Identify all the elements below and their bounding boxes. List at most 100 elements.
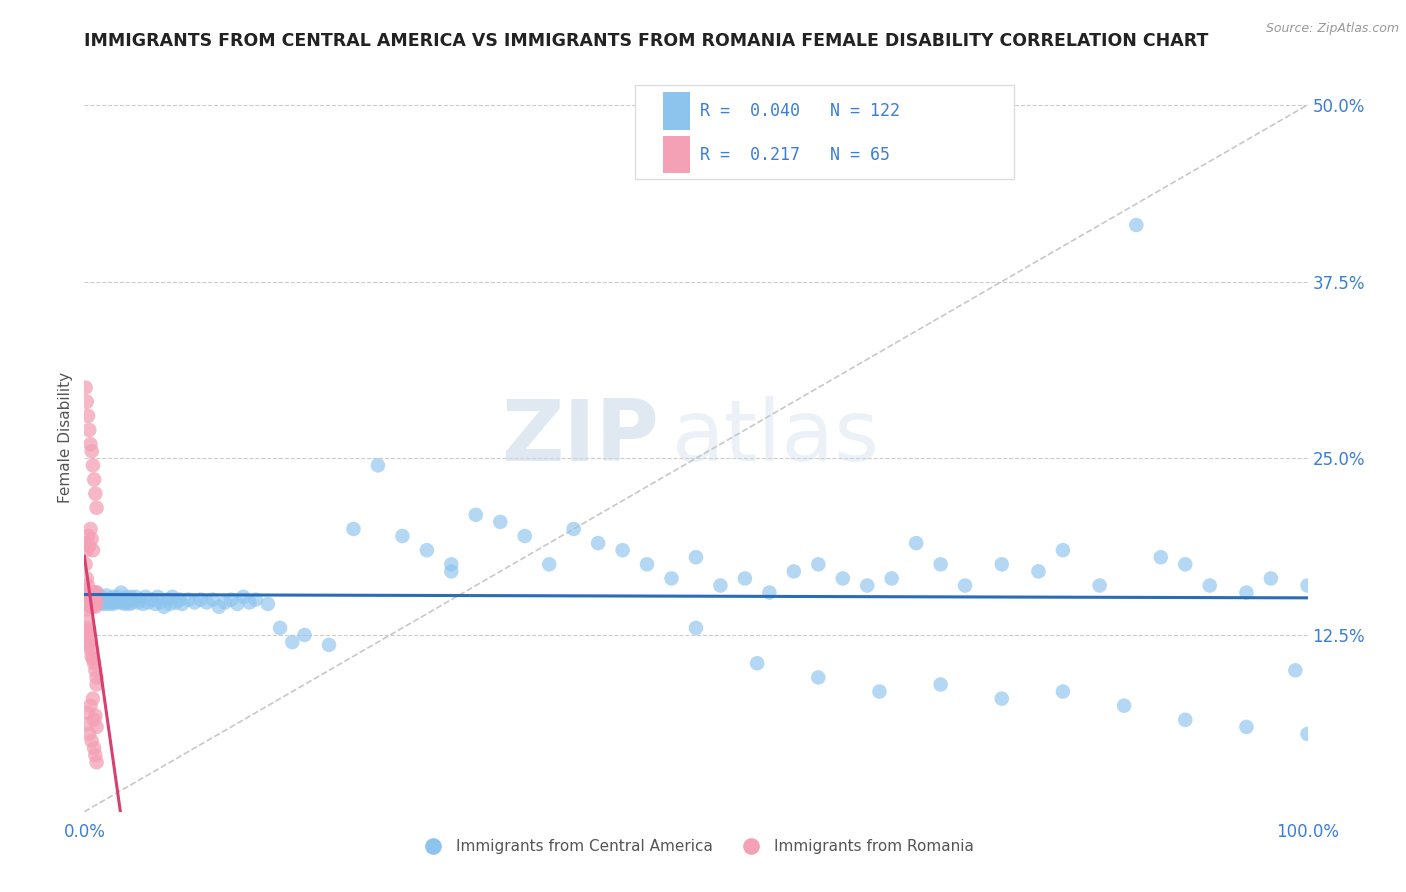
Point — [758, 585, 780, 599]
Point — [245, 592, 267, 607]
Point — [76, 621, 98, 635]
Point — [1198, 578, 1220, 592]
Point — [108, 592, 131, 607]
Point — [86, 670, 108, 684]
Point — [929, 558, 952, 572]
Point — [87, 594, 110, 608]
Point — [75, 558, 97, 572]
Point — [440, 565, 463, 579]
Point — [77, 628, 100, 642]
Point — [83, 741, 105, 756]
Point — [86, 585, 108, 599]
Point — [93, 592, 115, 607]
Point — [84, 664, 107, 678]
Point — [201, 592, 224, 607]
Point — [83, 590, 105, 604]
Point — [112, 592, 135, 607]
Point — [1284, 664, 1306, 678]
Point — [80, 592, 103, 607]
Point — [97, 592, 120, 607]
Point — [1236, 585, 1258, 599]
Point — [84, 599, 107, 614]
Point — [132, 597, 155, 611]
Point — [86, 677, 108, 691]
Point — [135, 590, 157, 604]
Point — [831, 571, 853, 585]
Point — [76, 394, 98, 409]
Point — [177, 592, 200, 607]
Point — [121, 595, 143, 609]
Point — [76, 592, 98, 607]
Text: R =  0.217   N = 65: R = 0.217 N = 65 — [700, 145, 890, 163]
Point — [169, 592, 191, 607]
Point — [94, 595, 117, 609]
Y-axis label: Female Disability: Female Disability — [58, 371, 73, 503]
Point — [232, 590, 254, 604]
Point — [159, 597, 181, 611]
Point — [77, 585, 100, 599]
Point — [318, 638, 340, 652]
Point — [685, 550, 707, 565]
Point — [905, 536, 928, 550]
Point — [1125, 218, 1147, 232]
Point — [156, 592, 179, 607]
Point — [103, 590, 125, 604]
Point — [105, 590, 128, 604]
Point — [79, 597, 101, 611]
Text: ZIP: ZIP — [502, 395, 659, 479]
FancyBboxPatch shape — [664, 93, 690, 130]
Point — [77, 706, 100, 720]
Point — [100, 592, 122, 607]
Point — [77, 409, 100, 423]
Point — [84, 590, 107, 604]
Point — [115, 590, 138, 604]
Point — [80, 444, 103, 458]
Point — [269, 621, 291, 635]
Point — [127, 595, 149, 609]
Point — [1260, 571, 1282, 585]
Point — [90, 590, 112, 604]
Point — [83, 713, 105, 727]
Point — [115, 595, 138, 609]
Point — [107, 595, 129, 609]
Point — [80, 734, 103, 748]
Point — [77, 589, 100, 603]
Point — [75, 585, 97, 599]
Point — [125, 590, 148, 604]
Point — [991, 558, 1014, 572]
Point — [120, 590, 142, 604]
Point — [783, 565, 806, 579]
Point — [82, 585, 104, 599]
Point — [1174, 558, 1197, 572]
Point — [226, 597, 249, 611]
Point — [101, 597, 124, 611]
Point — [79, 522, 101, 536]
Point — [105, 592, 128, 607]
Point — [146, 590, 169, 604]
Text: IMMIGRANTS FROM CENTRAL AMERICA VS IMMIGRANTS FROM ROMANIA FEMALE DISABILITY COR: IMMIGRANTS FROM CENTRAL AMERICA VS IMMIG… — [84, 32, 1209, 50]
Point — [82, 652, 104, 666]
Point — [162, 590, 184, 604]
Point — [76, 590, 98, 604]
Point — [294, 628, 316, 642]
Point — [79, 437, 101, 451]
Point — [82, 543, 104, 558]
Point — [208, 599, 231, 614]
Point — [75, 595, 97, 609]
Point — [1088, 578, 1111, 592]
Point — [513, 529, 536, 543]
Point — [391, 529, 413, 543]
Point — [538, 558, 561, 572]
Point — [586, 536, 609, 550]
Point — [685, 621, 707, 635]
Point — [84, 708, 107, 723]
Point — [84, 595, 107, 609]
Point — [91, 597, 114, 611]
Point — [172, 597, 194, 611]
Point — [75, 614, 97, 628]
Point — [562, 522, 585, 536]
Point — [143, 597, 166, 611]
Point — [117, 592, 139, 607]
Point — [83, 473, 105, 487]
Point — [77, 595, 100, 609]
